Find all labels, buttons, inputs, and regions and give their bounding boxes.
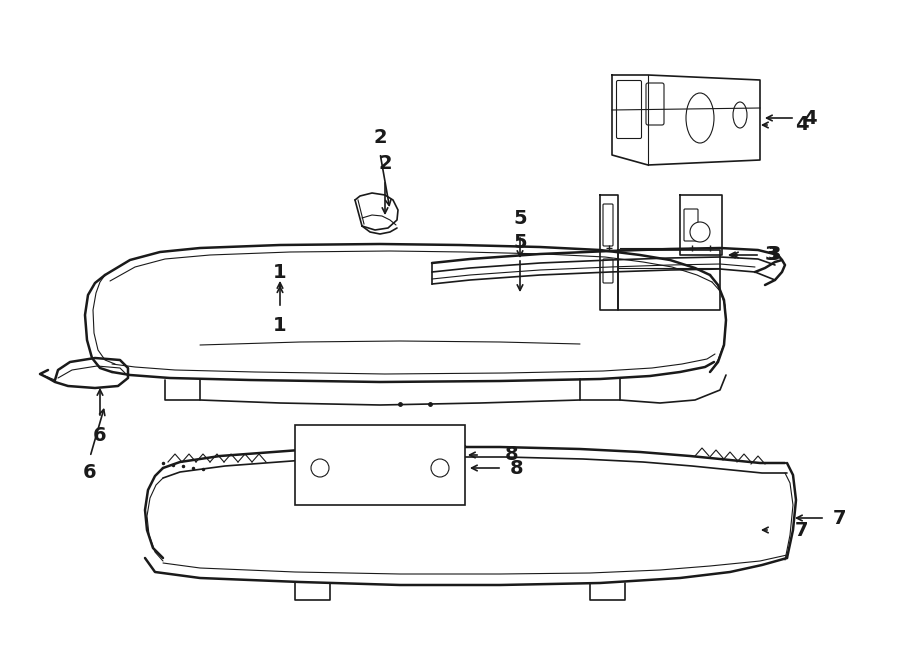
FancyBboxPatch shape [616,81,642,139]
Text: 3: 3 [765,245,778,264]
Text: 1: 1 [274,263,287,282]
Text: 8: 8 [510,459,524,477]
Ellipse shape [686,93,714,143]
Text: 8: 8 [505,446,518,465]
Text: 7: 7 [795,520,808,539]
Text: 5: 5 [513,209,526,228]
Text: 7: 7 [833,508,847,527]
FancyBboxPatch shape [603,204,613,246]
Text: 1: 1 [274,316,287,335]
Ellipse shape [733,102,747,128]
Text: 5: 5 [513,233,526,252]
Circle shape [311,459,329,477]
FancyBboxPatch shape [603,259,613,283]
Text: 4: 4 [803,108,816,128]
Circle shape [690,222,710,242]
Bar [295,425,465,505]
Circle shape [431,459,449,477]
Text: 3: 3 [768,245,781,264]
Text: 2: 2 [374,128,387,147]
Text: 6: 6 [83,463,97,482]
Text: 4: 4 [795,116,808,134]
Text: 2: 2 [378,154,392,173]
FancyBboxPatch shape [684,209,698,241]
Text: 6: 6 [94,426,107,445]
FancyBboxPatch shape [646,83,664,125]
